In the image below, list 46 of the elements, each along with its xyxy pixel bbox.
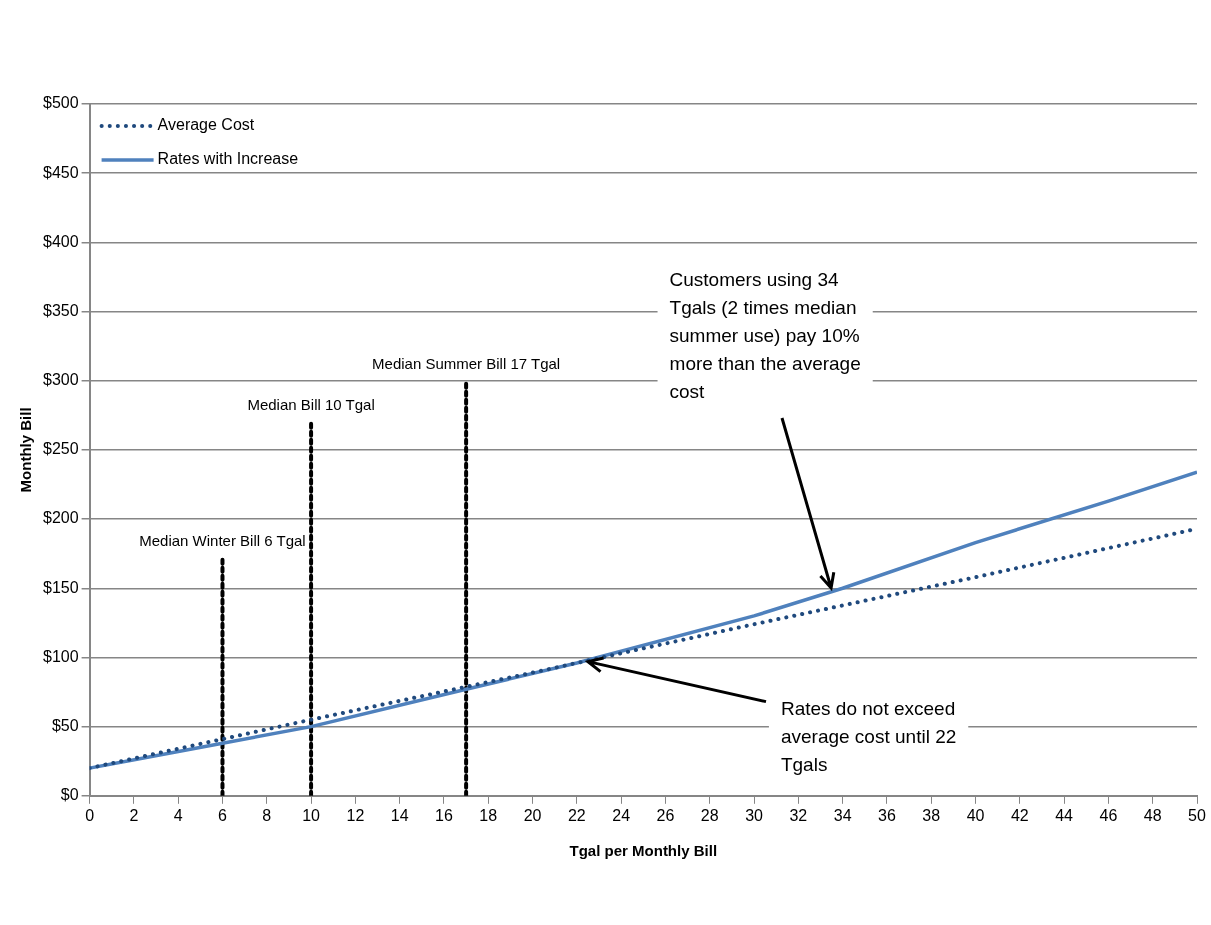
x-tick-label: 44: [1055, 806, 1074, 824]
y-tick-label: $250: [43, 440, 79, 458]
x-tick-label: 42: [1010, 806, 1029, 824]
y-tick-label: $0: [60, 786, 79, 804]
annotation: Median Winter Bill 6 Tgal: [139, 531, 306, 549]
y-tick-label: $350: [43, 301, 79, 319]
y-axis-title: Monthly Bill: [17, 407, 35, 493]
x-tick-label: 18: [479, 806, 498, 824]
x-tick-label: 24: [612, 806, 631, 824]
x-tick-label: 10: [302, 806, 321, 824]
x-tick-label: 28: [700, 806, 719, 824]
x-tick-label: 26: [656, 806, 675, 824]
x-tick-label: 46: [1099, 806, 1118, 824]
x-tick-label: 14: [390, 806, 409, 824]
x-tick-label: 2: [129, 806, 139, 824]
x-tick-label: 0: [85, 806, 95, 824]
x-tick-label: 12: [346, 806, 365, 824]
y-tick-label: $50: [51, 717, 79, 735]
x-tick-label: 16: [435, 806, 453, 824]
x-tick-label: 32: [789, 806, 808, 824]
x-tick-label: 50: [1188, 806, 1206, 824]
annotation: Median Bill 10 Tgal: [247, 396, 375, 414]
y-tick-label: $400: [43, 232, 79, 250]
x-axis-title: Tgal per Monthly Bill: [569, 842, 718, 860]
x-tick-label: 22: [567, 806, 586, 824]
x-tick-label: 30: [745, 806, 764, 824]
annotation: Median Summer Bill 17 Tgal: [372, 354, 561, 372]
y-tick-label: $200: [43, 509, 79, 527]
x-tick-label: 4: [173, 806, 183, 824]
y-tick-label: $450: [43, 163, 79, 181]
legend-label: Rates with Increase: [157, 150, 299, 168]
x-tick-label: 6: [218, 806, 228, 824]
x-tick-label: 20: [523, 806, 542, 824]
x-tick-label: 48: [1143, 806, 1162, 824]
annotation: Customers using 34 Tgals (2 times median summer use) pay 10% more than the average cost: [669, 269, 861, 403]
y-tick-label: $150: [43, 578, 79, 596]
y-tick-label: $300: [43, 371, 79, 389]
y-tick-label: $100: [43, 647, 79, 665]
legend-label: Average Cost: [157, 116, 255, 134]
x-tick-label: 34: [833, 806, 852, 824]
x-tick-label: 38: [922, 806, 941, 824]
x-tick-label: 40: [966, 806, 985, 824]
x-tick-label: 36: [878, 806, 896, 824]
annotation: Rates do not exceed average cost until 22 Tgals: [780, 697, 957, 775]
x-tick-label: 8: [262, 806, 272, 824]
y-tick-label: $500: [43, 94, 79, 112]
